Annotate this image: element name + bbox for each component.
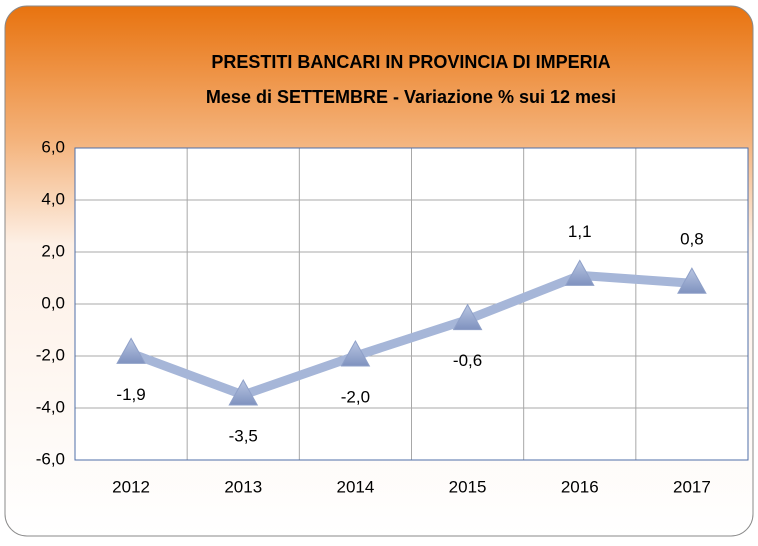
data-label: 1,1: [568, 222, 592, 241]
marker: [340, 339, 371, 367]
x-tick-label: 2012: [112, 477, 150, 496]
x-tick-label: 2013: [224, 477, 262, 496]
data-label: -0,6: [453, 351, 482, 370]
x-tick-label: 2016: [561, 477, 599, 496]
data-label: -2,0: [341, 387, 370, 406]
marker: [116, 337, 146, 364]
y-tick-label: 6,0: [41, 137, 65, 156]
marker: [564, 259, 595, 286]
plot-border: [74, 147, 749, 461]
y-tick-label: 0,0: [41, 293, 65, 312]
marker: [452, 303, 483, 331]
y-tick-label: -2,0: [36, 345, 65, 364]
data-label: 0,8: [680, 230, 704, 249]
chart-title: PRESTITI BANCARI IN PROVINCIA DI IMPERIA: [211, 52, 610, 72]
data-label: -1,9: [116, 385, 145, 404]
line: [129, 270, 693, 400]
x-tick-label: 2014: [337, 477, 375, 496]
chart-subtitle: Mese di SETTEMBRE - Variazione % sui 12 …: [206, 87, 616, 107]
y-tick-label: -4,0: [36, 397, 65, 416]
x-tick-label: 2015: [449, 477, 487, 496]
marker: [677, 267, 707, 294]
y-tick-label: -6,0: [36, 449, 65, 468]
y-tick-label: 4,0: [41, 189, 65, 208]
x-tick-label: 2017: [673, 477, 711, 496]
marker: [228, 378, 259, 406]
y-tick-label: 2,0: [41, 241, 65, 260]
data-label: -3,5: [229, 426, 258, 445]
